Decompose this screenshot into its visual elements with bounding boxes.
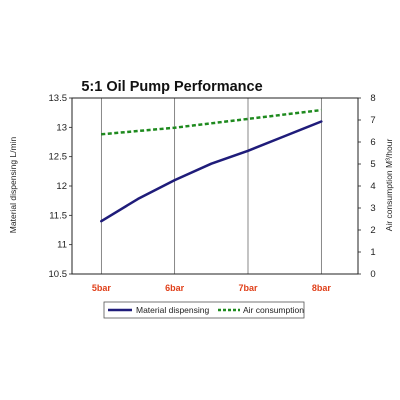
right-tick-label: 4 <box>370 181 375 192</box>
left-tick-label: 10.5 <box>49 269 68 280</box>
right-tick-label: 8 <box>370 93 375 104</box>
right-tick-label: 1 <box>370 247 375 258</box>
legend-label-air: Air consumption <box>243 305 304 315</box>
series-line-material-dispensing <box>100 120 323 223</box>
left-tick-label: 12.5 <box>49 152 68 163</box>
x-tick-label-6bar: 6bar <box>165 283 185 293</box>
left-tick-label: 11.5 <box>49 210 67 221</box>
left-tick-label: 12 <box>56 181 67 192</box>
x-tick-label-5bar: 5bar <box>92 283 112 293</box>
right-tick-label: 0 <box>370 269 375 280</box>
right-tick-label: 3 <box>370 203 375 214</box>
left-axis: 10.5 11 11.5 12 12.5 13 13.5 <box>49 93 72 280</box>
x-axis: 5bar 6bar 7bar 8bar <box>92 283 332 293</box>
left-tick-label: 11 <box>57 240 67 251</box>
series-layer <box>100 108 323 223</box>
right-axis-label: Air consumption M³/hour <box>384 139 394 232</box>
legend: Material dispensing Air consumption <box>103 301 305 319</box>
series-line-air-consumption <box>101 108 322 136</box>
x-tick-label-7bar: 7bar <box>238 283 258 293</box>
right-tick-label: 7 <box>370 115 375 126</box>
right-tick-label: 6 <box>370 137 375 148</box>
left-axis-label: Material dispensing L/min <box>8 137 18 234</box>
chart-title: 5:1 Oil Pump Performance <box>81 79 262 95</box>
left-tick-label: 13.5 <box>49 93 68 104</box>
right-tick-label: 5 <box>370 159 375 170</box>
legend-box <box>103 301 305 319</box>
legend-label-material: Material dispensing <box>136 305 210 315</box>
right-tick-label: 2 <box>370 225 375 236</box>
x-tick-label-8bar: 8bar <box>312 283 332 293</box>
right-axis: 0 1 2 3 4 5 6 7 8 <box>358 93 376 280</box>
gridlines <box>100 98 322 274</box>
left-tick-label: 13 <box>56 122 67 133</box>
